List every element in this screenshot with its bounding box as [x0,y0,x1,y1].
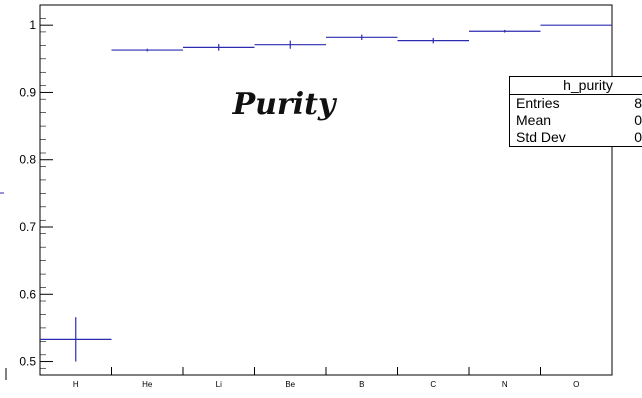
stats-row-mean: Mean 0 [510,112,642,129]
stats-row-stddev: Std Dev 0 [510,129,642,146]
x-tick-label: O [573,380,579,389]
stats-value: 8 [634,95,642,111]
x-axis: H He Li Be B C N O [39,367,613,389]
stats-row-entries: Entries 8 [510,95,642,112]
y-tick-label: 0.5 [19,355,36,369]
y-tick-label: 0.8 [19,153,36,167]
y-tick-label: 0.7 [19,220,36,234]
stats-box-title: h_purity [510,77,642,95]
plot-frame [39,4,613,376]
x-tick-label: N [502,380,508,389]
chart-title: Purity [232,87,338,122]
x-tick-label: C [430,380,436,389]
histogram-bins [40,24,612,362]
y-axis: 0.5 0.6 0.7 0.8 0.9 1 [19,18,53,369]
x-tick-label: He [142,380,153,389]
stats-box: h_purity Entries 8 Mean 0 Std Dev 0 [509,76,642,147]
y-tick-label: 0.9 [19,85,36,99]
stats-label: Std Dev [516,129,566,145]
stats-label: Mean [516,112,552,128]
x-tick-label: B [359,380,364,389]
x-tick-label: Li [216,380,222,389]
y-tick-label: 1 [29,18,36,32]
x-tick-label: Be [285,380,295,389]
stats-label: Entries [516,95,560,111]
x-tick-label: H [73,380,79,389]
stats-value: 0 [634,129,642,145]
stats-value: 0 [634,112,642,128]
y-tick-label: 0.6 [19,287,36,301]
y-minor-ticks [40,18,46,369]
